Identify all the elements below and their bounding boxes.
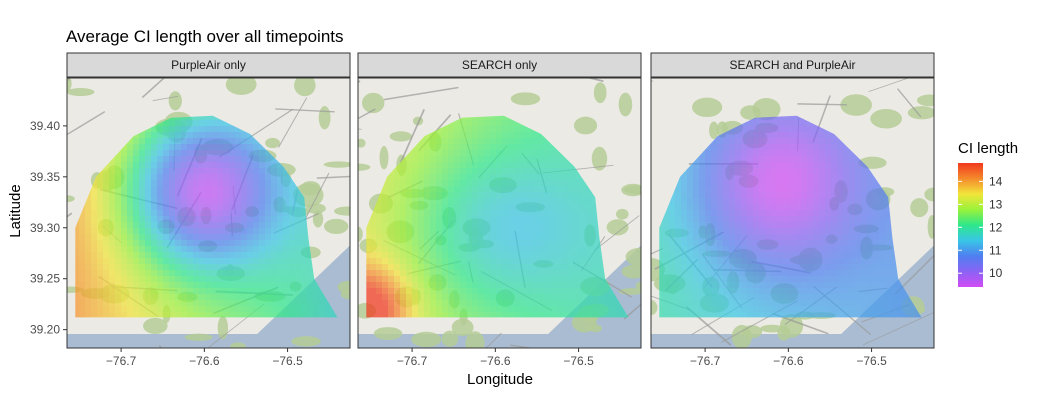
x-tick-label: −76.6 [773,354,804,368]
basemap [651,78,934,348]
x-tick-label: −76.5 [563,354,594,368]
y-tick-label: 39.40 [30,119,60,133]
legend-colorbar [958,163,983,287]
y-axis-title: Latitude [7,184,24,237]
strip-label: SEARCH only [462,58,537,72]
legend-tick-label: 12 [989,220,1003,234]
legend-tick-label: 11 [989,243,1002,257]
x-axis-title: Longitude [467,371,533,388]
legend-tick-label: 10 [989,266,1003,280]
y-tick-label: 39.20 [30,323,60,337]
x-tick-label: −76.7 [397,354,428,368]
legend-tick-label: 14 [989,174,1003,188]
y-tick-label: 39.30 [30,221,60,235]
x-tick-label: −76.5 [856,354,887,368]
x-tick-label: −76.6 [480,354,511,368]
x-tick-label: −76.7 [106,354,137,368]
strip-label: SEARCH and PurpleAir [729,58,855,72]
y-tick-label: 39.35 [30,170,60,184]
strip-background [357,52,642,78]
x-tick-label: −76.5 [272,354,303,368]
strip-background [66,52,351,78]
legend-tick-label: 13 [989,197,1003,211]
heatmap-field [366,115,629,318]
panel-1: PurpleAir only −76.7 −76.6 −76.5 [66,52,351,368]
basemap [358,78,641,348]
strip-label: PurpleAir only [171,58,246,72]
legend: CI length 10 11 12 13 14 [958,140,1018,287]
strip-background [650,52,935,78]
x-tick-label: −76.6 [189,354,220,368]
panel-border [650,77,935,349]
legend-title: CI length [958,140,1018,157]
panel-2: SEARCH only −76.7 −76.6 −76.5 [357,52,642,368]
basemap [67,78,350,348]
x-tick-label: −76.7 [690,354,721,368]
y-tick-label: 39.25 [30,272,60,286]
panel-border [66,77,351,349]
panel-3: SEARCH and PurpleAir −76.7 −76.6 −76.5 [650,52,935,368]
panel-border [357,77,642,349]
chart-title: Average CI length over all timepoints [66,27,344,46]
